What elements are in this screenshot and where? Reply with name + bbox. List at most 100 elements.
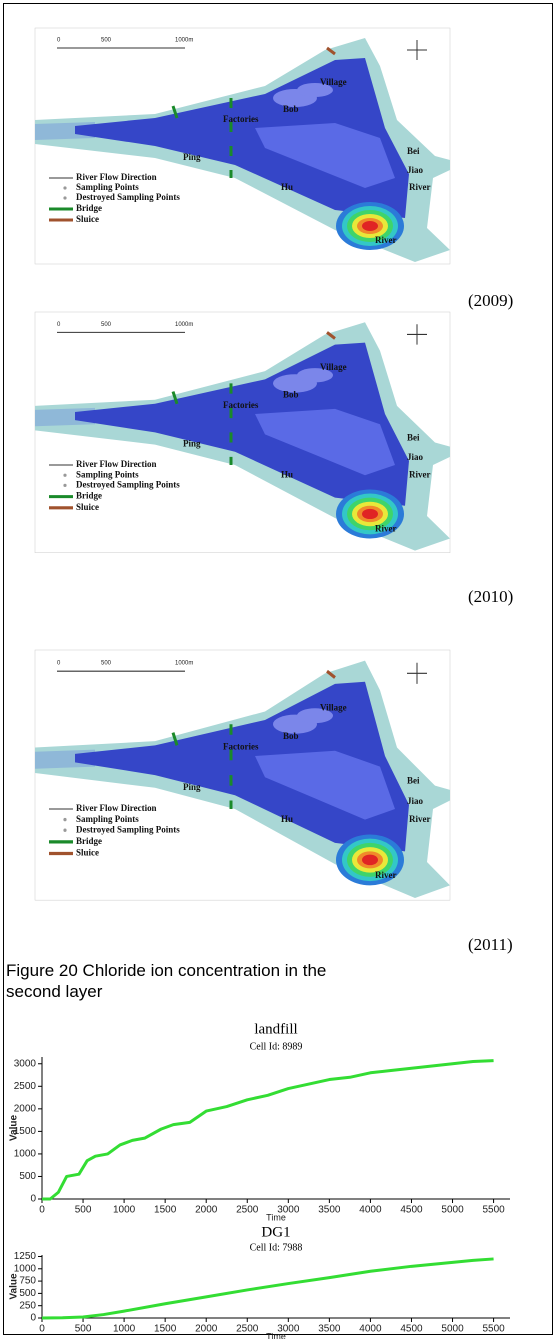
data-line: [42, 1061, 494, 1199]
contour: [362, 855, 378, 866]
place-label: Jiao: [407, 797, 423, 807]
place-label: Bei: [407, 776, 420, 786]
place-label: Bei: [407, 433, 420, 443]
x-tick-label: 4500: [400, 1205, 423, 1216]
x-tick-label: 0: [39, 1324, 45, 1335]
place-label: Factories: [223, 743, 259, 753]
year-label: (2009): [468, 291, 513, 310]
y-tick-label: 1000: [14, 1263, 37, 1274]
x-tick-label: 4000: [359, 1205, 382, 1216]
place-label: River: [375, 523, 396, 533]
place-label: Bob: [283, 104, 299, 114]
legend-label: Destroyed Sampling Points: [76, 192, 180, 202]
legend-icon: [63, 196, 66, 199]
x-tick-label: 500: [75, 1324, 92, 1335]
legend-label: Sluice: [76, 502, 99, 512]
x-tick-label: 3500: [318, 1324, 341, 1335]
y-tick-label: 2000: [14, 1103, 37, 1114]
legend-label: Destroyed Sampling Points: [76, 825, 180, 835]
x-tick-label: 3500: [318, 1205, 341, 1216]
legend-label: River Flow Direction: [76, 172, 157, 182]
y-tick-label: 2500: [14, 1081, 37, 1092]
chart-subtitle: Cell Id: 8989: [250, 1041, 303, 1052]
place-label: Jiao: [407, 452, 423, 462]
x-tick-label: 2500: [236, 1324, 259, 1335]
x-tick-label: 5000: [441, 1324, 464, 1335]
legend-label: Bridge: [76, 203, 102, 213]
x-tick-label: 4500: [400, 1324, 423, 1335]
y-tick-label: 750: [19, 1276, 36, 1287]
contour: [362, 221, 378, 231]
place-label: Village: [320, 703, 347, 713]
x-tick-label: 1500: [154, 1324, 177, 1335]
x-tick-label: 2000: [195, 1205, 218, 1216]
place-label: Factories: [223, 114, 259, 124]
legend-icon: [63, 186, 66, 189]
scale-label: 500: [101, 322, 112, 328]
legend-icon: [63, 474, 66, 477]
y-tick-label: 500: [19, 1171, 36, 1182]
place-label: Ping: [183, 783, 201, 793]
x-tick-label: 5500: [482, 1205, 505, 1216]
place-label: Hu: [281, 182, 293, 192]
y-axis-label: Value: [9, 1273, 20, 1300]
scale-label: 1000m: [175, 659, 193, 666]
place-label: Ping: [183, 439, 201, 449]
x-tick-label: 1500: [154, 1205, 177, 1216]
place-label: River: [409, 182, 431, 192]
legend-label: Destroyed Sampling Points: [76, 479, 180, 489]
legend-label: River Flow Direction: [76, 804, 157, 814]
scale-label: 500: [101, 38, 112, 44]
legend-icon: [63, 829, 66, 832]
contour: [362, 509, 378, 519]
place-label: Factories: [223, 400, 259, 410]
x-tick-label: 2500: [236, 1205, 259, 1216]
chart-title: DG1: [261, 1224, 290, 1240]
legend-label: Sluice: [76, 214, 99, 224]
y-axis-label: Value: [9, 1115, 20, 1142]
legend-label: Bridge: [76, 837, 102, 847]
x-tick-label: 1000: [113, 1205, 136, 1216]
chart-subtitle: Cell Id: 7988: [250, 1242, 303, 1253]
x-axis-label: Time: [266, 1331, 286, 1339]
place-label: River: [375, 871, 396, 881]
place-label: Bei: [407, 146, 420, 156]
legend-label: Sampling Points: [76, 469, 139, 479]
place-label: River: [375, 235, 397, 245]
place-label: River: [409, 469, 430, 479]
y-tick-label: 3000: [14, 1058, 37, 1069]
data-line: [42, 1259, 494, 1318]
place-label: Bob: [283, 390, 299, 400]
place-label: Bob: [283, 732, 298, 742]
place-label: Hu: [281, 469, 293, 479]
y-tick-label: 1250: [14, 1251, 37, 1262]
y-tick-label: 0: [30, 1194, 36, 1205]
legend-label: River Flow Direction: [76, 459, 157, 469]
page-canvas: 05001000mRiver Flow DirectionSampling Po…: [0, 0, 558, 1339]
scale-label: 0: [57, 659, 61, 666]
x-tick-label: 5500: [482, 1324, 505, 1335]
scale-label: 1000m: [175, 38, 193, 44]
x-tick-label: 5000: [441, 1205, 464, 1216]
legend-label: Sluice: [76, 849, 99, 859]
figure-caption: Figure 20 Chloride ion concentration in …: [6, 960, 376, 1002]
y-tick-label: 0: [30, 1313, 36, 1324]
chart-title: landfill: [254, 1021, 297, 1037]
place-label: Jiao: [407, 165, 424, 175]
place-label: Village: [320, 77, 347, 87]
legend-icon: [63, 818, 66, 821]
x-tick-label: 0: [39, 1205, 45, 1216]
place-label: Village: [320, 362, 347, 372]
place-label: Hu: [281, 815, 293, 825]
year-label: (2010): [468, 587, 513, 606]
page: 05001000mRiver Flow DirectionSampling Po…: [0, 0, 558, 1339]
x-tick-label: 4000: [359, 1324, 382, 1335]
y-tick-label: 250: [19, 1300, 36, 1311]
scale-label: 500: [101, 659, 112, 666]
x-axis-label: Time: [266, 1212, 286, 1222]
x-tick-label: 500: [75, 1205, 92, 1216]
x-tick-label: 1000: [113, 1324, 136, 1335]
legend-label: Bridge: [76, 491, 102, 501]
